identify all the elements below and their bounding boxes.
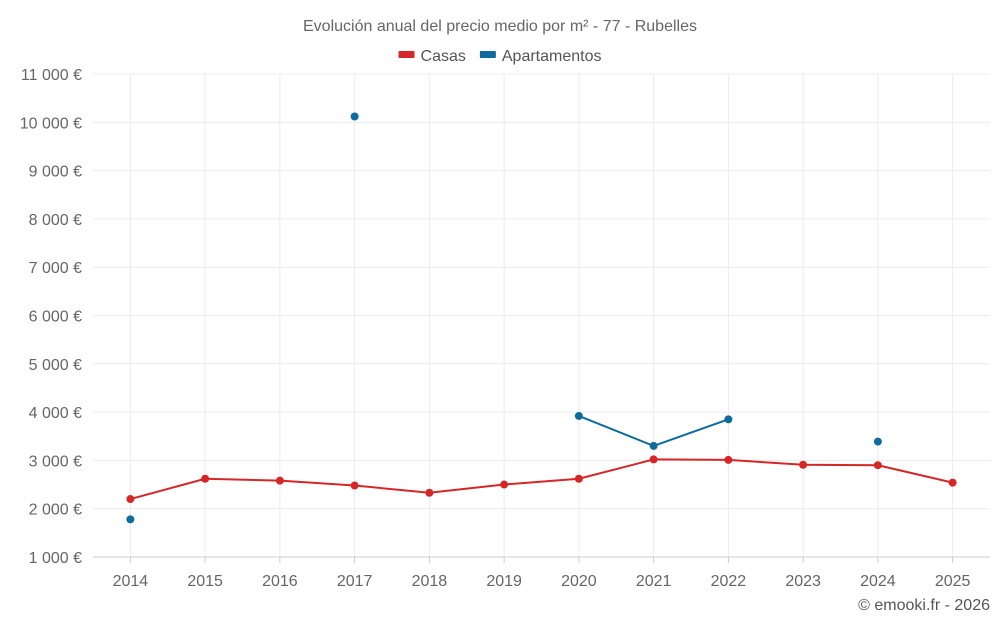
data-point[interactable] — [350, 481, 359, 490]
data-point[interactable] — [799, 460, 808, 469]
data-point[interactable] — [126, 515, 135, 524]
x-tick-label: 2022 — [711, 573, 747, 590]
series-casas — [126, 455, 957, 504]
legend: Casas Apartamentos — [398, 48, 602, 65]
x-tick-label: 2017 — [337, 573, 373, 590]
x-tick-label: 2024 — [860, 573, 896, 590]
data-point[interactable] — [649, 441, 658, 450]
data-point[interactable] — [500, 480, 509, 489]
y-tick-label: 9 000 € — [29, 164, 82, 181]
series-apartamentos — [126, 112, 882, 524]
x-tick-label: 2014 — [113, 573, 149, 590]
grid — [93, 73, 990, 558]
legend-item-casas[interactable]: Casas — [398, 48, 466, 65]
y-tick-label: 3 000 € — [29, 453, 82, 470]
data-point[interactable] — [724, 455, 733, 464]
data-point[interactable] — [649, 455, 658, 464]
legend-item-apartamentos[interactable]: Apartamentos — [479, 48, 602, 65]
series-layer — [126, 112, 957, 524]
data-point[interactable] — [126, 495, 135, 504]
x-tick-label: 2021 — [636, 573, 672, 590]
data-point[interactable] — [201, 474, 210, 483]
x-tick-label: 2019 — [486, 573, 522, 590]
credit-text: © emooki.fr - 2026 — [858, 597, 990, 614]
data-point[interactable] — [574, 474, 583, 483]
data-point[interactable] — [873, 461, 882, 470]
y-tick-label: 1 000 € — [29, 550, 82, 567]
data-point[interactable] — [350, 112, 359, 121]
series-line — [130, 458, 953, 501]
y-tick-label: 8 000 € — [29, 212, 82, 229]
x-tick-label: 2015 — [187, 573, 223, 590]
data-point[interactable] — [724, 415, 733, 424]
x-tick-label: 2016 — [262, 573, 298, 590]
legend-swatch — [398, 51, 415, 58]
x-tick-label: 2018 — [412, 573, 448, 590]
chart-title: Evolución anual del precio medio por m² … — [303, 18, 697, 35]
axes: 1 000 € 2 000 € 3 000 € 4 000 € 5 000 € 6 000… — [20, 67, 990, 590]
data-point[interactable] — [873, 437, 882, 446]
legend-label: Casas — [421, 48, 466, 65]
y-tick-label: 5 000 € — [29, 357, 82, 374]
y-tick-label: 11 000 € — [21, 67, 82, 84]
data-point[interactable] — [574, 411, 583, 420]
data-point[interactable] — [275, 476, 284, 485]
x-tick-label: 2023 — [785, 573, 821, 590]
y-tick-label: 6 000 € — [29, 309, 82, 326]
y-tick-label: 4 000 € — [29, 405, 82, 422]
data-point[interactable] — [948, 478, 957, 487]
y-tick-label: 7 000 € — [29, 260, 82, 277]
x-tick-label: 2020 — [561, 573, 597, 590]
y-tick-label: 2 000 € — [29, 502, 82, 519]
legend-swatch — [479, 51, 496, 58]
data-point[interactable] — [425, 488, 434, 497]
y-tick-label: 10 000 € — [20, 115, 82, 132]
x-tick-label: 2025 — [935, 573, 971, 590]
legend-label: Apartamentos — [502, 48, 602, 65]
